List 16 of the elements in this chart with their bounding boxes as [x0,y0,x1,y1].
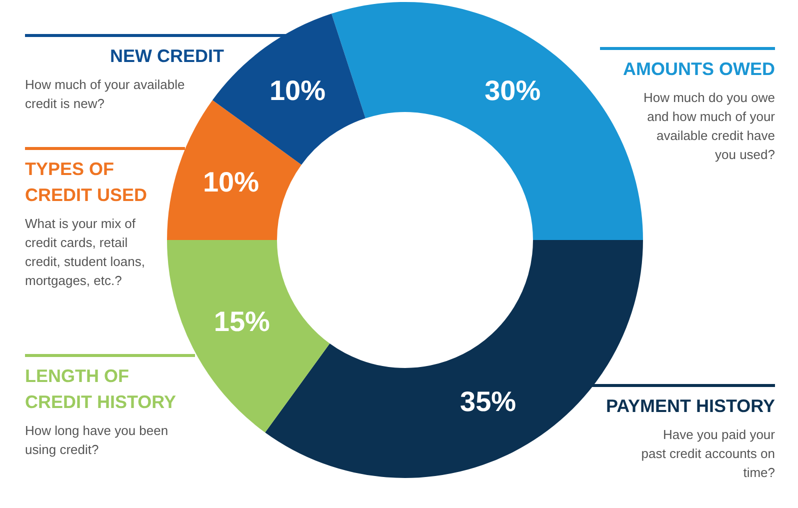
data-label: 10% [269,74,326,106]
text: How much do you owe and how much of your available credit have you used? [642,89,775,164]
slice-label: LENGTH OF CREDIT HISTORY [25,365,178,414]
slice-label: TYPES OF CREDIT USED [25,158,148,207]
data-label: 35% [460,386,516,418]
data-label: 15% [214,306,270,338]
slice-label: PAYMENT HISTORY [604,395,775,418]
text: How much of your available credit is new? [25,76,186,113]
slice-label: AMOUNTS OWED [622,58,775,81]
data-label: 30% [484,74,541,106]
text: How long have you been using credit? [25,422,170,459]
data-label: 10% [202,166,260,198]
donut-slice [167,100,302,240]
text: Have you paid your past credit accounts on time? [640,426,775,482]
slice-label: NEW CREDIT [110,45,225,68]
text: What is your mix of credit cards, retail credit, student loans, mortgages, etc.? [25,215,146,290]
